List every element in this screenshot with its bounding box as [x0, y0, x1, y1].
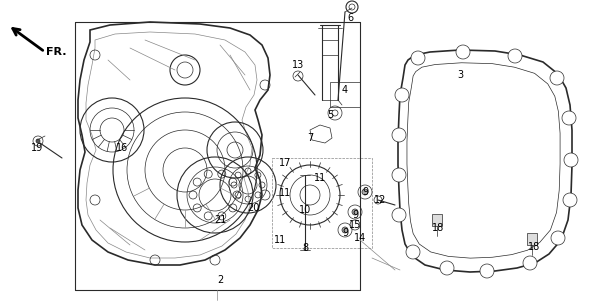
- Circle shape: [523, 256, 537, 270]
- Text: 16: 16: [116, 143, 128, 153]
- Text: 10: 10: [299, 205, 311, 215]
- Bar: [527, 233, 537, 245]
- Circle shape: [342, 227, 348, 233]
- Bar: [272, 158, 372, 248]
- Circle shape: [395, 88, 409, 102]
- Text: 18: 18: [528, 242, 540, 252]
- Text: 18: 18: [432, 223, 444, 233]
- Text: 8: 8: [302, 243, 308, 253]
- Bar: [330, 82, 360, 107]
- Circle shape: [352, 209, 358, 215]
- Circle shape: [550, 71, 564, 85]
- Text: 19: 19: [31, 143, 43, 153]
- Text: 7: 7: [307, 133, 313, 143]
- Text: 9: 9: [342, 228, 348, 238]
- Circle shape: [440, 261, 454, 275]
- Circle shape: [563, 193, 577, 207]
- Text: 21: 21: [214, 215, 226, 225]
- Text: 13: 13: [292, 60, 304, 70]
- Circle shape: [392, 128, 406, 142]
- Text: 4: 4: [342, 85, 348, 95]
- Bar: [432, 214, 442, 226]
- Text: 11: 11: [274, 235, 286, 245]
- Text: 6: 6: [347, 13, 353, 23]
- Circle shape: [564, 153, 578, 167]
- Circle shape: [36, 139, 40, 143]
- Text: 5: 5: [327, 110, 333, 120]
- Circle shape: [480, 264, 494, 278]
- Text: 11: 11: [279, 188, 291, 198]
- Text: 14: 14: [354, 233, 366, 243]
- Text: 3: 3: [457, 70, 463, 80]
- Circle shape: [456, 45, 470, 59]
- Text: 15: 15: [349, 220, 361, 230]
- Text: 11: 11: [314, 173, 326, 183]
- Circle shape: [411, 51, 425, 65]
- Text: 9: 9: [352, 210, 358, 220]
- Polygon shape: [398, 50, 572, 272]
- Text: 17: 17: [279, 158, 291, 168]
- Circle shape: [551, 231, 565, 245]
- Polygon shape: [310, 125, 332, 143]
- Text: FR.: FR.: [46, 47, 67, 57]
- Circle shape: [508, 49, 522, 63]
- Circle shape: [562, 111, 576, 125]
- Text: 20: 20: [247, 203, 259, 213]
- Circle shape: [406, 245, 420, 259]
- Circle shape: [392, 208, 406, 222]
- Circle shape: [362, 189, 368, 195]
- Text: 12: 12: [374, 195, 386, 205]
- Text: 9: 9: [362, 187, 368, 197]
- Circle shape: [392, 168, 406, 182]
- Text: 2: 2: [217, 275, 223, 285]
